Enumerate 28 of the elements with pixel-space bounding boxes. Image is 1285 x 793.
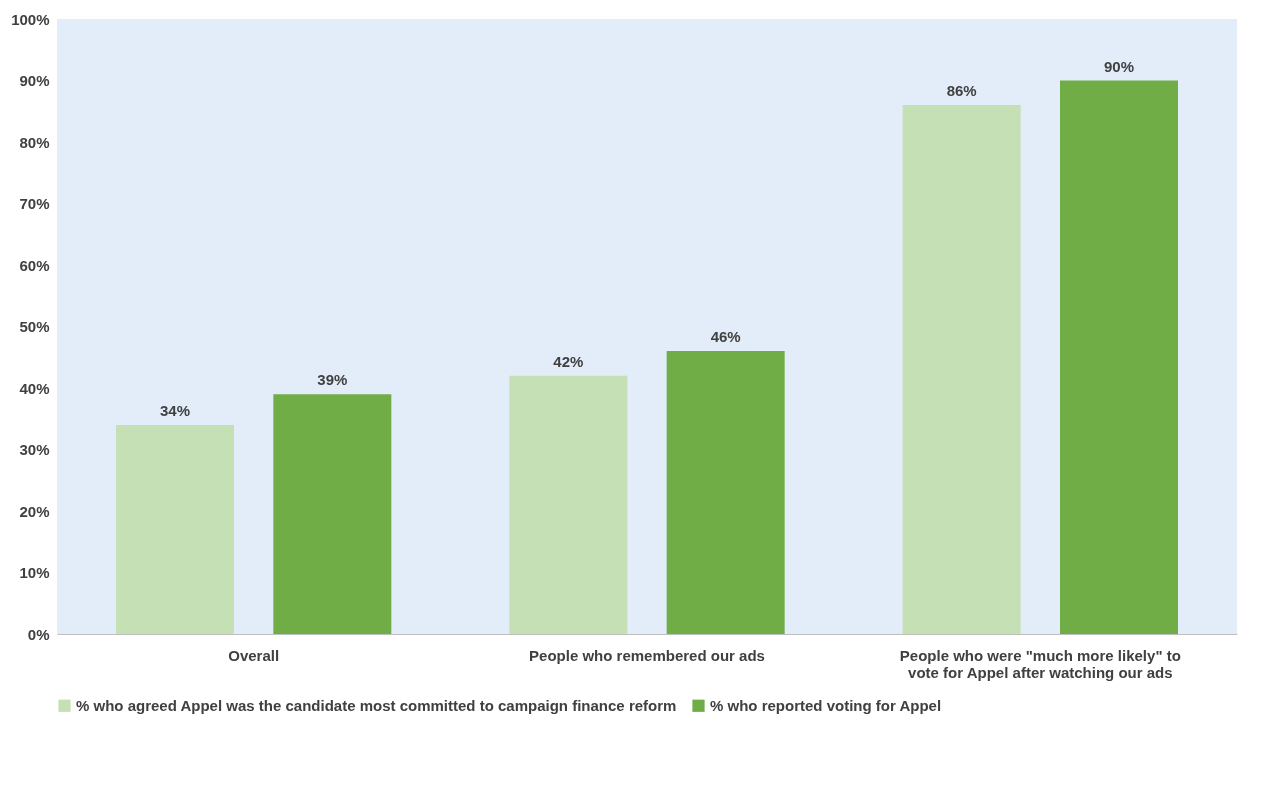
y-tick-label: 10% — [19, 564, 50, 581]
y-tick-label: 100% — [11, 10, 50, 28]
y-tick-label: 20% — [19, 502, 50, 520]
data-label: 86% — [946, 82, 977, 100]
y-tick-label: 60% — [19, 256, 50, 274]
data-label: 34% — [159, 401, 191, 419]
data-label: 39% — [317, 371, 348, 389]
y-tick-label: 70% — [19, 195, 50, 212]
x-tick-label: Overall — [228, 646, 280, 664]
y-tick-label: 40% — [19, 379, 50, 397]
bar — [902, 105, 1021, 634]
y-tick-label: 0% — [27, 625, 50, 643]
y-tick-label: 50% — [19, 318, 50, 335]
legend-label: % who agreed Appel was the candidate most committed to campaign finance reform — [76, 696, 677, 714]
y-tick-label: 90% — [19, 72, 50, 89]
data-label: 42% — [553, 352, 584, 370]
bar — [666, 351, 785, 634]
bar — [509, 375, 628, 634]
legend-label: % who reported voting for Appel — [710, 696, 942, 714]
data-label: 46% — [710, 328, 741, 346]
x-tick-label: People who remembered our ads — [529, 646, 765, 664]
x-tick-label: People who were "much more likely" to vote for Appel after watching our ads — [899, 646, 1181, 681]
y-tick-label: 30% — [19, 441, 50, 458]
y-tick-label: 80% — [19, 133, 50, 151]
data-label: 90% — [1103, 57, 1135, 75]
bar — [273, 394, 392, 634]
bar — [116, 424, 234, 634]
bar — [1060, 80, 1178, 634]
